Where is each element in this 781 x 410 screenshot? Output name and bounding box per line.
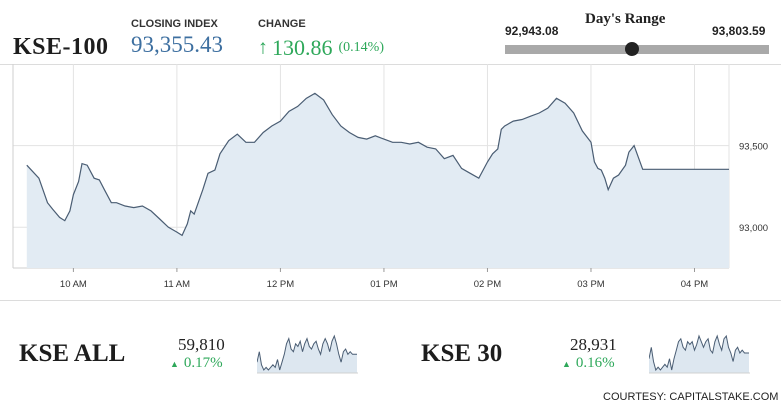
kse-all-value: 59,810 — [178, 335, 225, 354]
sparkline-area — [257, 336, 357, 373]
change-group: ↑ 130.86 (0.14%) — [258, 35, 384, 61]
days-range-low: 92,943.08 — [505, 24, 559, 38]
up-triangle-icon: ▲ — [170, 358, 179, 369]
closing-index-label: CLOSING INDEX — [131, 18, 218, 30]
x-tick-label: 11 AM — [164, 279, 190, 290]
up-arrow-icon: ↑ — [258, 36, 268, 59]
index-name: KSE-100 — [13, 34, 109, 60]
x-tick-label: 12 PM — [267, 279, 295, 290]
x-tick-label: 04 PM — [681, 279, 709, 290]
series-area — [26, 93, 730, 269]
kse-30-name: KSE 30 — [421, 340, 503, 367]
kse-30-value: 28,931 — [570, 335, 617, 354]
change-label: CHANGE — [258, 18, 306, 30]
header-divider — [0, 64, 781, 65]
x-tick-label: 02 PM — [474, 279, 502, 290]
change-percent: (0.14%) — [338, 40, 385, 55]
kse-30-sparkline — [649, 334, 750, 374]
x-tick-label: 01 PM — [370, 279, 398, 290]
series-line — [26, 92, 729, 237]
courtesy-credit: COURTESY: CAPITALSTAKE.COM — [603, 391, 779, 403]
sparkline-line — [649, 334, 749, 372]
chart-divider — [0, 300, 781, 301]
x-tick-label: 10 AM — [60, 279, 87, 290]
closing-index-value: 93,355.43 — [131, 32, 223, 57]
kse-all-sparkline — [257, 334, 358, 374]
change-value: 130.86 — [272, 35, 333, 60]
days-range-high: 93,803.59 — [712, 24, 766, 38]
x-tick-label: 03 PM — [577, 279, 605, 290]
kse-all-change-percent: 0.17% — [183, 355, 223, 371]
sparkline-line — [257, 334, 357, 371]
sparkline-area — [649, 336, 749, 373]
days-range-marker — [624, 42, 639, 56]
y-tick-label: 93,500 — [739, 142, 768, 153]
days-range-title: Day's Range — [585, 11, 666, 27]
kse-30-change-percent: 0.16% — [575, 355, 615, 371]
intraday-chart: 10 AM 11 AM 12 PM 01 PM 02 PM 03 PM 04 PM 93,50… — [12, 64, 768, 290]
kse-30-change: ▲ 0.16% — [562, 355, 615, 372]
kse-all-name: KSE ALL — [19, 340, 126, 367]
y-tick-label: 93,000 — [739, 223, 768, 234]
kse-all-change: ▲ 0.17% — [170, 355, 223, 372]
up-triangle-icon: ▲ — [562, 358, 571, 369]
